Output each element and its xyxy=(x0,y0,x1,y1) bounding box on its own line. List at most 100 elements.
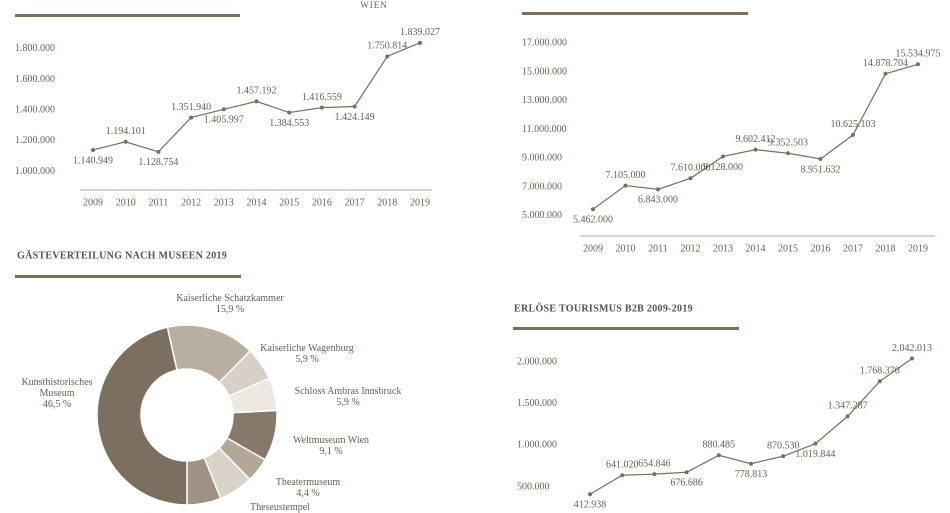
slice-label: Kunsthistorisches Museum 46,5 % xyxy=(11,377,103,410)
y-tick-label: 17.000.000 xyxy=(522,37,567,48)
data-label: 10.625.103 xyxy=(831,119,876,130)
data-label: 412.938 xyxy=(574,500,607,511)
x-tick-label: 2013 xyxy=(214,197,234,208)
data-point xyxy=(418,40,422,45)
data-label: 14.878.704 xyxy=(863,58,908,69)
donut-slice xyxy=(96,326,188,506)
data-point xyxy=(652,472,657,477)
data-point xyxy=(623,183,628,188)
x-tick-label: 2015 xyxy=(279,197,299,208)
x-tick-label: 2014 xyxy=(247,197,267,208)
y-tick-label: 7.000.000 xyxy=(522,181,562,192)
x-tick-label: 2018 xyxy=(876,243,896,254)
x-tick-label: 2012 xyxy=(181,197,201,208)
data-point xyxy=(845,414,850,419)
data-point xyxy=(786,151,790,156)
y-tick-label: 1.000.000 xyxy=(15,166,55,177)
data-label: 654.846 xyxy=(638,458,671,469)
data-point xyxy=(813,441,818,446)
x-tick-label: 2016 xyxy=(811,243,831,254)
data-point xyxy=(287,110,292,115)
x-tick-label: 2017 xyxy=(843,243,863,254)
data-label: 1.128.754 xyxy=(138,157,178,168)
chart-title: ERLÖSE TOURISMUS B2B 2009-2019 xyxy=(514,301,693,314)
data-point xyxy=(818,156,823,161)
slice-value: 15,9 % xyxy=(215,304,245,315)
y-tick-label: 5.000.000 xyxy=(522,210,562,221)
data-label: 6.843.000 xyxy=(638,195,678,206)
x-tick-label: 2009 xyxy=(83,197,103,208)
data-label: 1.019.844 xyxy=(795,449,835,460)
data-point xyxy=(721,154,725,159)
data-label: 1.416.559 xyxy=(302,92,342,103)
slice-label: Weltmuseum Wien 9,1 % xyxy=(293,435,369,457)
data-point xyxy=(688,176,693,181)
x-tick-label: 2014 xyxy=(746,243,766,254)
data-label: 1.750.814 xyxy=(367,41,407,52)
data-point xyxy=(749,461,753,466)
data-point xyxy=(385,54,390,59)
x-tick-label: 2017 xyxy=(345,197,365,208)
slice-label: Kaiserliche Schatzkammer 15,9 % xyxy=(176,293,283,315)
slice-value: 9,1 % xyxy=(319,446,343,457)
data-label: 778.813 xyxy=(735,469,768,480)
data-label: 7.105.000 xyxy=(606,170,646,181)
title-bar xyxy=(513,327,739,330)
x-tick-label: 2010 xyxy=(116,197,136,208)
data-label: 1.194.101 xyxy=(106,126,146,137)
data-point xyxy=(189,115,194,120)
slice-label: Theatermuseum 4,4 % xyxy=(276,477,340,499)
data-label: 1.405.997 xyxy=(204,115,244,126)
data-point xyxy=(352,104,357,109)
slice-name: Theatermuseum xyxy=(275,477,341,488)
x-tick-label: 2010 xyxy=(616,243,636,254)
data-label: 1.768.370 xyxy=(860,366,900,377)
x-tick-label: 2011 xyxy=(648,243,668,254)
slice-value: 5,9 % xyxy=(295,354,319,365)
data-point xyxy=(588,492,592,497)
slice-name: Schloss Ambras Innsbruck xyxy=(294,386,402,397)
data-point xyxy=(883,71,888,76)
x-tick-label: 2019 xyxy=(410,197,430,208)
data-point xyxy=(684,470,689,475)
x-tick-label: 2016 xyxy=(312,197,332,208)
slice-value: 5,9 % xyxy=(336,397,360,408)
y-tick-label: 11.000.000 xyxy=(522,124,567,135)
slice-name: Kaiserliche Wagenburg xyxy=(260,343,354,354)
y-tick-label: 1.800.000 xyxy=(15,43,55,54)
data-point xyxy=(851,132,855,137)
header-bar xyxy=(15,14,240,17)
header-bar xyxy=(522,12,748,15)
data-point xyxy=(91,147,95,152)
data-label: 676.686 xyxy=(670,478,703,489)
y-tick-label: 13.000.000 xyxy=(522,95,567,106)
data-label: 9.602.412 xyxy=(736,134,776,145)
y-tick-label: 15.000.000 xyxy=(522,66,567,77)
data-label: 15.534.975 xyxy=(896,49,941,60)
slice-value: 4,4 % xyxy=(296,488,320,499)
data-label: 641.020 xyxy=(606,460,639,471)
data-point xyxy=(591,207,595,212)
data-label: 5.462.000 xyxy=(573,215,613,226)
data-label: 1.457.192 xyxy=(237,86,277,97)
data-point xyxy=(254,99,259,104)
data-label: 8.951.632 xyxy=(801,164,841,175)
data-point xyxy=(781,454,786,459)
data-label: 9.128.000 xyxy=(703,162,743,173)
data-point xyxy=(916,62,920,67)
data-label: 2.042.013 xyxy=(892,343,932,354)
data-label: 1.384.553 xyxy=(269,118,309,129)
x-tick-label: 2015 xyxy=(778,243,798,254)
y-tick-label: 1.500.000 xyxy=(517,398,557,409)
data-point xyxy=(716,453,721,458)
data-label: 1.347.287 xyxy=(828,401,868,412)
slice-name: Weltmuseum Wien xyxy=(292,435,370,446)
data-point xyxy=(620,473,625,478)
x-tick-label: 2018 xyxy=(377,197,397,208)
x-tick-label: 2009 xyxy=(583,243,603,254)
slice-name: Kaiserliche Schatzkammer xyxy=(176,293,284,304)
x-tick-label: 2012 xyxy=(681,243,701,254)
y-tick-label: 1.400.000 xyxy=(15,104,55,115)
y-tick-label: 9.000.000 xyxy=(522,153,562,164)
